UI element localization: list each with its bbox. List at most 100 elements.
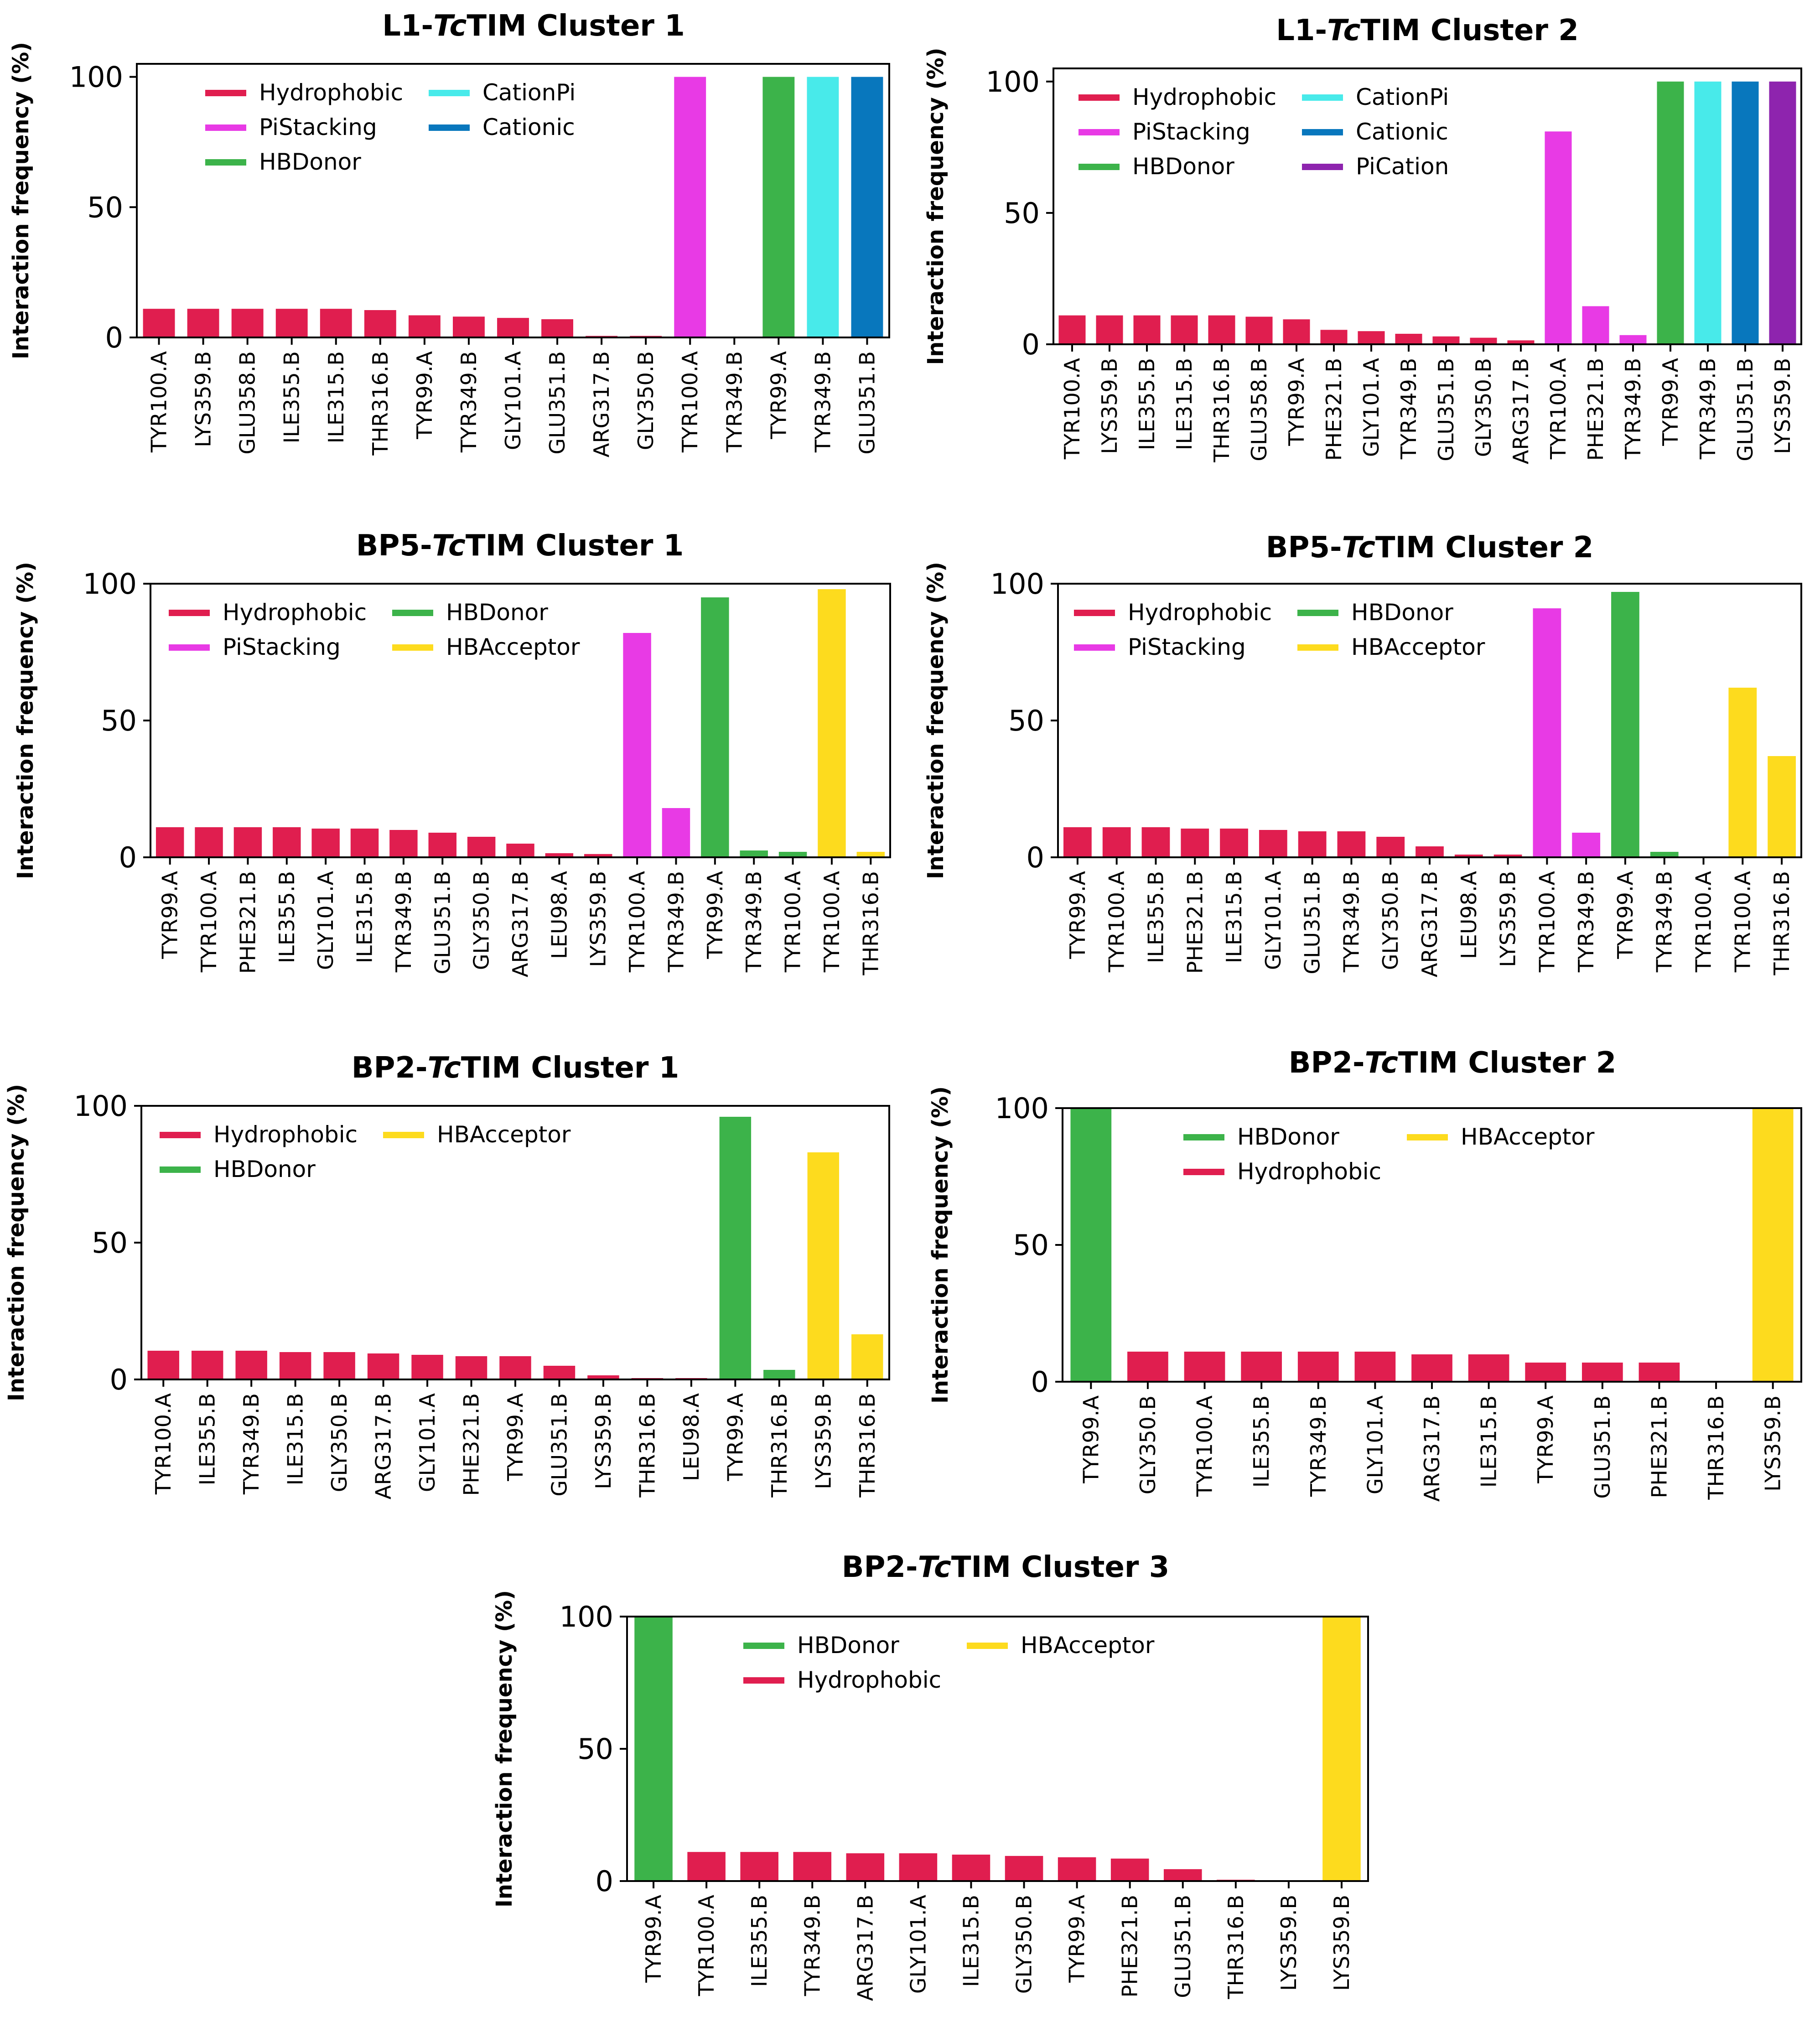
- x-tick-label: GLU351.B: [547, 1393, 571, 1497]
- bar-TYR349.B: [1619, 335, 1647, 344]
- bar-TYR100.A: [1533, 608, 1561, 857]
- legend-label-hbdonor: HBDonor: [1237, 1124, 1339, 1150]
- x-tick-label: TYR100.A: [819, 871, 844, 973]
- y-tick-label: 50: [1004, 197, 1040, 230]
- plot-frame: [626, 1616, 1369, 1882]
- y-tick-label: 100: [83, 567, 137, 601]
- x-tick-label: TYR349.B: [664, 871, 688, 973]
- legend-label-cationpi: CationPi: [482, 79, 576, 106]
- x-tick-label: ARG317.B: [508, 871, 533, 977]
- bar-ILE315.B: [1220, 829, 1248, 857]
- chart-title: BP5-TcTIM Cluster 1: [356, 529, 684, 563]
- y-tick-label: 0: [105, 321, 123, 354]
- legend-label-cationpi: CationPi: [1356, 84, 1449, 110]
- y-tick-label: 50: [1008, 704, 1044, 737]
- x-tick-label: GLY101.A: [501, 351, 525, 450]
- legend-label-hbacceptor: HBAcceptor: [1351, 634, 1485, 660]
- chart-title: BP2-TcTIM Cluster 2: [1289, 1046, 1617, 1080]
- x-tick-label: TYR99.A: [1613, 871, 1638, 959]
- x-tick-label: ILE315.B: [1172, 358, 1197, 450]
- legend-label-hbdonor: HBDonor: [213, 1156, 316, 1182]
- x-tick-label: LYS359.B: [1329, 1895, 1354, 1991]
- x-tick-label: TYR349.B: [1574, 871, 1598, 973]
- bar-TYR99.A: [1070, 1108, 1112, 1382]
- bar-LYS359.B: [1096, 315, 1123, 344]
- bar-ILE315.B: [1171, 315, 1198, 344]
- bar-GLY101.A: [899, 1853, 938, 1881]
- bar-GLY101.A: [411, 1355, 443, 1379]
- y-axis-label: Interaction frequency (%): [492, 1590, 517, 1908]
- bar-TYR100.A: [623, 633, 651, 857]
- x-tick-label: THR316.B: [767, 1393, 792, 1498]
- x-tick-label: LYS359.B: [586, 871, 611, 967]
- y-tick-label: 0: [1027, 841, 1044, 874]
- x-tick-label: TYR100.A: [625, 871, 649, 973]
- chart-panel-7: BP2-TcTIM Cluster 3 Interaction frequency…: [492, 1550, 1369, 2001]
- bar-ILE315.B: [279, 1352, 311, 1379]
- y-axis-label: Interaction frequency (%): [8, 42, 34, 359]
- bar-ILE355.B: [1133, 315, 1161, 344]
- bar-LYS359.B: [807, 1152, 840, 1379]
- x-tick-label: LEU98.A: [547, 871, 571, 959]
- x-tick-label: GLY350.B: [1136, 1395, 1160, 1494]
- bar-ILE355.B: [191, 1351, 223, 1379]
- bar-GLU358.B: [231, 309, 264, 337]
- legend-label-pistacking: PiStacking: [259, 114, 377, 140]
- x-tick-label: GLY350.B: [1378, 871, 1403, 970]
- bar-LYS359.B: [587, 1375, 619, 1379]
- x-tick-label: THR316.B: [635, 1393, 659, 1498]
- x-tick-label: ILE355.B: [195, 1393, 220, 1485]
- x-tick-label: GLY350.B: [1471, 358, 1496, 457]
- y-tick-label: 100: [74, 1089, 128, 1123]
- x-tick-label: GLU351.B: [1300, 871, 1325, 975]
- bar-PHE321.B: [233, 827, 262, 857]
- y-axis-label: Interaction frequency (%): [13, 562, 38, 879]
- x-tick-label: PHE321.B: [1118, 1895, 1142, 1997]
- x-tick-label: LYS359.B: [191, 351, 216, 447]
- bar-ARG317.B: [367, 1353, 399, 1379]
- y-tick-label: 100: [69, 61, 123, 94]
- legend-label-hbdonor: HBDonor: [1351, 599, 1453, 626]
- legend-label-pistacking: PiStacking: [1128, 634, 1246, 660]
- y-tick-label: 0: [1022, 328, 1040, 361]
- bar-TYR99.A: [499, 1356, 531, 1379]
- legend-label-hydrophobic: Hydrophobic: [213, 1121, 358, 1148]
- bar-TYR99.A: [1283, 319, 1310, 344]
- bar-GLY101.A: [311, 829, 340, 857]
- bar-GLY350.B: [1376, 837, 1405, 857]
- x-tick-label: TYR100.A: [1730, 871, 1755, 973]
- x-tick-label: TYR99.A: [503, 1393, 528, 1481]
- bar-ILE355.B: [1241, 1352, 1282, 1382]
- y-tick-label: 100: [560, 1600, 613, 1633]
- x-tick-label: TYR99.A: [1079, 1395, 1103, 1483]
- bar-LEU98.A: [545, 853, 574, 857]
- x-tick-label: PHE321.B: [1182, 871, 1207, 974]
- x-tick-label: THR316.B: [1704, 1395, 1728, 1500]
- x-tick-label: THR316.B: [855, 1393, 880, 1498]
- bar-GLU351.B: [541, 319, 573, 337]
- bar-GLU351.B: [1298, 831, 1327, 857]
- bar-ARG317.B: [1416, 846, 1444, 857]
- legend-label-hydrophobic: Hydrophobic: [797, 1667, 941, 1693]
- x-tick-label: ILE355.B: [1249, 1395, 1274, 1488]
- legend-label-pistacking: PiStacking: [223, 634, 341, 660]
- bar-TYR100.A: [687, 1852, 726, 1881]
- bar-THR316.B: [1768, 756, 1796, 857]
- chart-panel-4: BP5-TcTIM Cluster 2 Interaction frequency…: [923, 531, 1802, 977]
- bar-GLU358.B: [1245, 316, 1273, 344]
- bar-LYS359.B: [1322, 1617, 1361, 1881]
- bar-LYS359.B: [187, 309, 219, 337]
- bar-TYR349.B: [453, 316, 485, 337]
- x-tick-label: ILE355.B: [1143, 871, 1168, 963]
- x-tick-label: TYR99.A: [1533, 1395, 1558, 1483]
- x-tick-label: GLY101.A: [906, 1894, 930, 1994]
- chart-panel-5: BP2-TcTIM Cluster 1 Interaction frequency…: [4, 1051, 890, 1499]
- legend-label-pication: PiCation: [1356, 153, 1449, 180]
- bar-ILE355.B: [273, 827, 301, 857]
- bar-ILE315.B: [350, 829, 379, 857]
- x-tick-label: TYR100.A: [1546, 358, 1571, 460]
- x-tick-label: TYR349.B: [810, 351, 835, 453]
- chart-title: L1-TcTIM Cluster 1: [382, 9, 685, 43]
- chart-title: BP2-TcTIM Cluster 1: [352, 1051, 679, 1085]
- legend-label-pistacking: PiStacking: [1132, 119, 1250, 145]
